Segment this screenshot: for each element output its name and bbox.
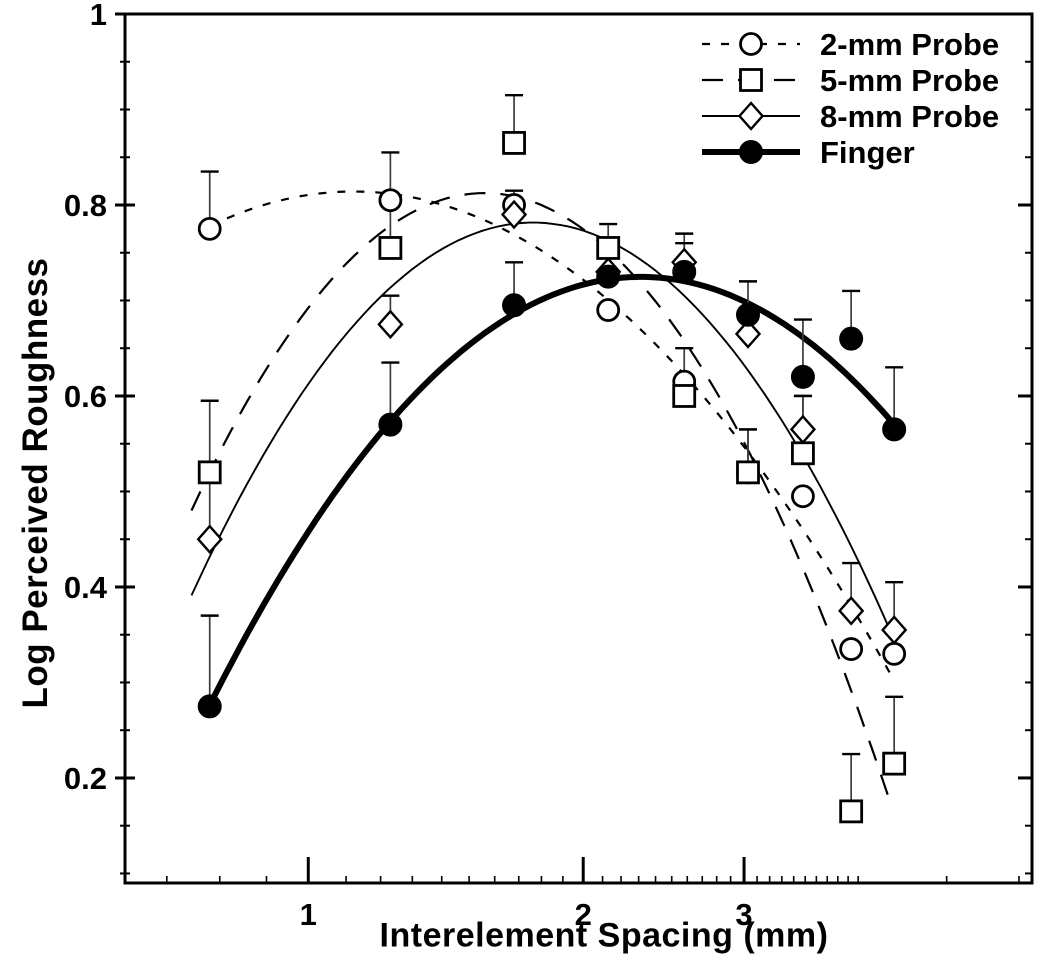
fit-curves [190,190,901,801]
legend-label-2mm-probe: 2-mm Probe [820,26,1000,62]
legend-label-8mm-probe: 8-mm Probe [820,98,1000,134]
series-points-8-mm-probe [196,199,908,645]
legend-symbol-8mm-probe [702,101,800,131]
open-diamond-marker [734,319,762,349]
open-square-marker [882,751,907,776]
open-square-marker [596,236,621,260]
filled-circle-marker [378,412,403,437]
legend-item-finger: Finger [700,134,999,170]
open-diamond-marker [377,309,404,340]
open-square-marker [839,799,864,824]
filled-circle-marker [790,364,815,389]
filled-circle-marker [596,264,621,289]
y-tick-label-0.6: 0.6 [64,379,107,414]
open-square-marker [791,441,815,466]
fit-curve-8-mm-probe [190,221,900,651]
open-circle-marker [882,641,907,666]
fit-curve-2-mm-probe [209,190,891,674]
legend-item-5mm-probe: 5-mm Probe [700,62,999,98]
legend-label-finger: Finger [820,134,915,170]
legend-symbol-finger [702,140,800,164]
legend-item-8mm-probe: 8-mm Probe [700,98,999,134]
open-square-marker [502,131,526,155]
open-diamond-marker [500,199,528,230]
y-tick-label-0.2: 0.2 [64,761,107,796]
y-axis-title: Log Perceived Roughness [16,257,55,709]
filled-circle-marker [672,259,697,284]
open-diamond-marker [196,524,223,555]
legend-symbol-5mm-probe [702,68,800,92]
open-circle-marker [596,298,621,322]
open-square-marker [378,236,403,260]
open-diamond-marker [789,414,817,445]
filled-circle-marker [739,140,763,164]
open-circle-marker [197,216,222,241]
x-tick-label-3: 3 [735,897,752,932]
open-diamond-marker [737,101,765,131]
series-points-5-mm-probe [197,131,907,824]
open-diamond-marker [881,615,908,645]
x-tick-label-2: 2 [575,897,592,932]
legend-symbol-2mm-probe [702,32,800,56]
open-circle-marker [739,32,763,56]
y-tick-label-1: 1 [90,0,107,32]
series-points-finger [197,259,907,719]
y-tick-label-0.8: 0.8 [64,188,107,223]
open-square-marker [197,460,222,485]
open-square-marker [736,460,760,485]
open-circle-marker [839,637,864,661]
open-square-marker [672,384,697,408]
open-circle-marker [791,484,815,509]
open-square-marker [739,68,763,92]
fit-curve-finger [207,273,901,707]
legend-item-2mm-probe: 2-mm Probe [700,26,999,62]
plot-frame [123,12,1034,885]
filled-circle-marker [502,293,527,318]
tick-labels: 0.2 0.4 0.6 0.8 1 1 2 3 [64,0,753,932]
fit-curve-5-mm-probe [190,191,891,801]
open-circle-marker [378,188,403,213]
legend: 2-mm Probe 5-mm Probe 8-mm Probe Finger [700,26,999,170]
filled-circle-marker [735,302,760,327]
x-tick-label-1: 1 [300,897,317,932]
y-tick-label-0.4: 0.4 [64,570,108,605]
filled-circle-marker [197,694,222,719]
x-axis-title: Interelement Spacing (mm) [379,916,829,955]
filled-circle-marker [882,417,907,442]
legend-label-5mm-probe: 5-mm Probe [820,62,1000,98]
open-diamond-marker [838,596,865,626]
filled-circle-marker [839,326,864,351]
